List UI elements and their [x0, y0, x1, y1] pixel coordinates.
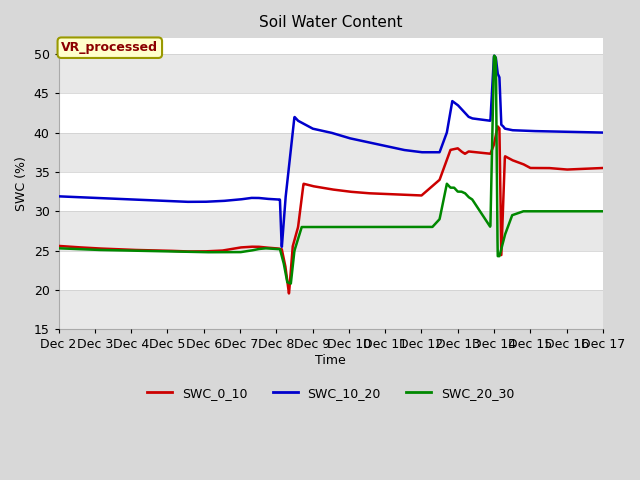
Legend: SWC_0_10, SWC_10_20, SWC_20_30: SWC_0_10, SWC_10_20, SWC_20_30 — [142, 382, 519, 405]
Bar — [59, 132, 603, 172]
Title: Soil Water Content: Soil Water Content — [259, 15, 403, 30]
Text: VR_processed: VR_processed — [61, 41, 158, 54]
Y-axis label: SWC (%): SWC (%) — [15, 156, 28, 211]
X-axis label: Time: Time — [316, 354, 346, 367]
Bar — [59, 211, 603, 251]
Bar — [59, 290, 603, 329]
Bar — [59, 54, 603, 93]
